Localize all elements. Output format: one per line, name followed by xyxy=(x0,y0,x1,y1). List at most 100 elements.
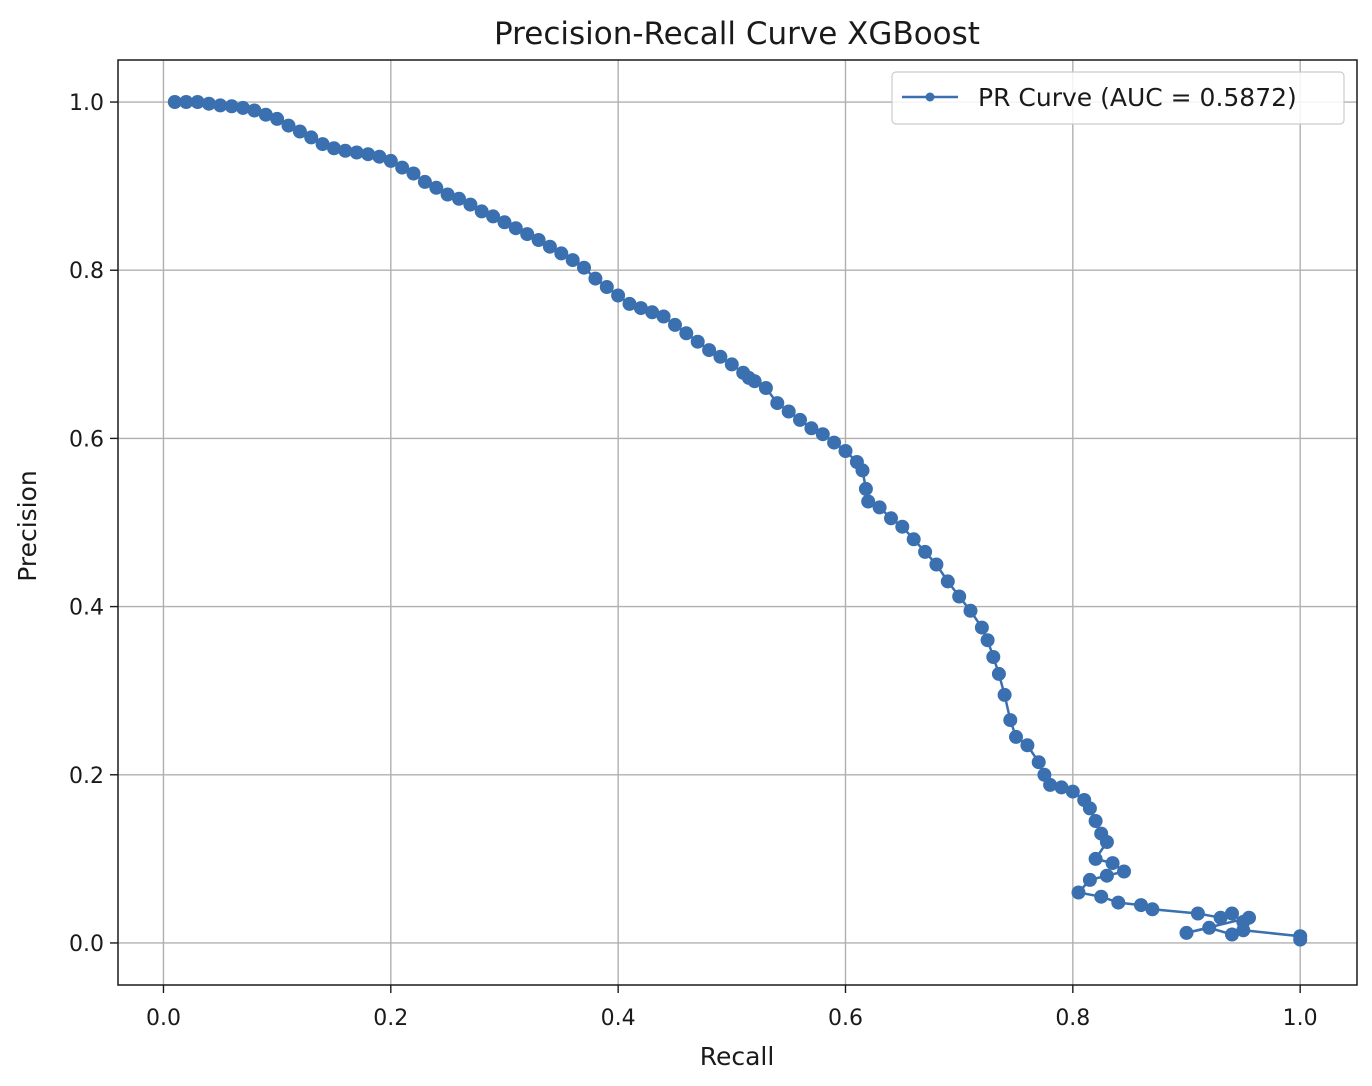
x-axis-label: Recall xyxy=(700,1042,775,1071)
pr-curve-point xyxy=(327,141,341,156)
pr-curve-point xyxy=(838,444,853,458)
pr-curve-point xyxy=(1009,729,1023,744)
pr-curve-point xyxy=(417,174,432,189)
pr-curve-point xyxy=(588,271,603,286)
pr-curve-point xyxy=(1094,889,1109,904)
pr-curve-point xyxy=(201,96,216,111)
pr-curve-point xyxy=(827,435,842,450)
pr-curve-point xyxy=(236,100,250,115)
pr-curve-point xyxy=(622,296,637,311)
pr-curve-point xyxy=(793,412,807,427)
pr-curve-point xyxy=(804,421,819,436)
pr-curve-point xyxy=(611,288,626,303)
pr-curve-point xyxy=(395,160,410,175)
pr-curve-point xyxy=(645,305,660,320)
pr-curve-point xyxy=(281,118,296,133)
y-tick-label: 0.8 xyxy=(69,259,104,284)
y-axis-ticks: 0.0 0.2 0.4 0.6 0.8 1.0 xyxy=(69,91,118,957)
pr-curve-point xyxy=(1179,925,1194,940)
pr-curve-point xyxy=(1145,902,1160,917)
x-tick-label: 0.8 xyxy=(1055,1006,1090,1031)
x-tick-label: 0.6 xyxy=(828,1006,863,1031)
pr-curve-line xyxy=(174,100,1302,940)
pr-curve-point xyxy=(508,221,523,236)
pr-curve-point xyxy=(474,204,489,219)
pr-curve-point xyxy=(895,519,910,534)
pr-curve-point xyxy=(1031,755,1046,770)
pr-curve-point xyxy=(554,246,569,261)
pr-curve-point xyxy=(702,343,717,358)
chart-title: Precision-Recall Curve XGBoost xyxy=(494,16,980,52)
pr-curve-point xyxy=(884,511,898,526)
pr-curve-point xyxy=(997,687,1012,702)
pr-curve-point xyxy=(952,589,967,604)
pr-curve-point xyxy=(991,666,1006,681)
pr-curve-point xyxy=(542,239,557,254)
pr-curve-point xyxy=(1242,910,1256,925)
pr-curve-point xyxy=(599,280,614,294)
pr-curve-point xyxy=(338,143,353,158)
pr-curve-point xyxy=(724,357,739,372)
pr-curve-point xyxy=(758,381,773,395)
pr-curve-point xyxy=(861,494,876,509)
pr-curve-point xyxy=(1099,868,1114,883)
grid-lines xyxy=(118,60,1357,985)
legend-marker-swatch xyxy=(925,92,935,102)
pr-curve-point xyxy=(963,603,978,618)
pr-curve-point xyxy=(713,349,728,364)
pr-curve-point xyxy=(361,147,376,162)
pr-curve-point xyxy=(372,149,387,164)
pr-curve-point xyxy=(1117,864,1131,879)
pr-curve-point xyxy=(1065,784,1080,799)
pr-curve-point xyxy=(872,500,887,515)
pr-curve-point xyxy=(531,233,546,247)
pr-curve-point xyxy=(1071,885,1086,900)
pr-curve-point xyxy=(906,532,921,547)
legend-box xyxy=(891,71,1345,125)
pr-curve-point xyxy=(679,326,694,341)
pr-curve-point xyxy=(1190,906,1205,921)
pr-curve-point xyxy=(1134,898,1148,913)
pr-curve-point xyxy=(1225,906,1239,921)
y-axis-label: Precision xyxy=(13,470,42,582)
pr-curve-point xyxy=(770,396,785,411)
pr-curve-point xyxy=(986,650,1001,664)
x-tick-label: 1.0 xyxy=(1283,1006,1318,1031)
pr-curve-point xyxy=(1111,895,1126,910)
y-tick-label: 0.4 xyxy=(69,596,104,621)
pr-curve-point xyxy=(656,309,671,324)
pr-curve-point xyxy=(270,111,285,126)
plot-frame xyxy=(117,59,1358,986)
pr-curve-point xyxy=(486,209,501,224)
y-tick-label: 0.0 xyxy=(69,932,104,957)
pr-curve-point xyxy=(1043,777,1058,792)
pr-curve-point xyxy=(463,197,478,212)
pr-curve-point xyxy=(633,301,648,316)
legend-label: PR Curve (AUC = 0.5872) xyxy=(978,83,1297,112)
pr-curve-point xyxy=(1082,801,1097,816)
pr-curve-point xyxy=(918,544,933,559)
pr-curve-point xyxy=(258,107,273,122)
pr-curve-point xyxy=(1293,932,1308,947)
pr-curve-point xyxy=(247,103,262,118)
pr-curve-point xyxy=(304,130,319,145)
y-tick-label: 1.0 xyxy=(69,91,104,116)
pr-curve-point xyxy=(1088,814,1103,828)
pr-curve-point xyxy=(855,463,870,478)
pr-curve-point xyxy=(1003,713,1018,728)
pr-curve-point xyxy=(1082,872,1097,887)
pr-curve-point xyxy=(1054,780,1069,795)
pr-curve-point xyxy=(497,215,512,230)
pr-curve-point xyxy=(292,124,307,139)
pr-curve-point xyxy=(565,253,580,268)
pr-curve-point xyxy=(690,334,705,349)
pr-curve-point xyxy=(815,427,830,442)
pr-curve-point xyxy=(980,633,995,648)
pr-curve-point xyxy=(1202,920,1217,935)
pr-curve-point xyxy=(577,260,591,275)
pr-curve-point xyxy=(1099,835,1114,849)
pr-curve-point xyxy=(520,227,535,242)
pr-curve-point xyxy=(1225,927,1239,942)
pr-curve-series xyxy=(167,95,1308,947)
